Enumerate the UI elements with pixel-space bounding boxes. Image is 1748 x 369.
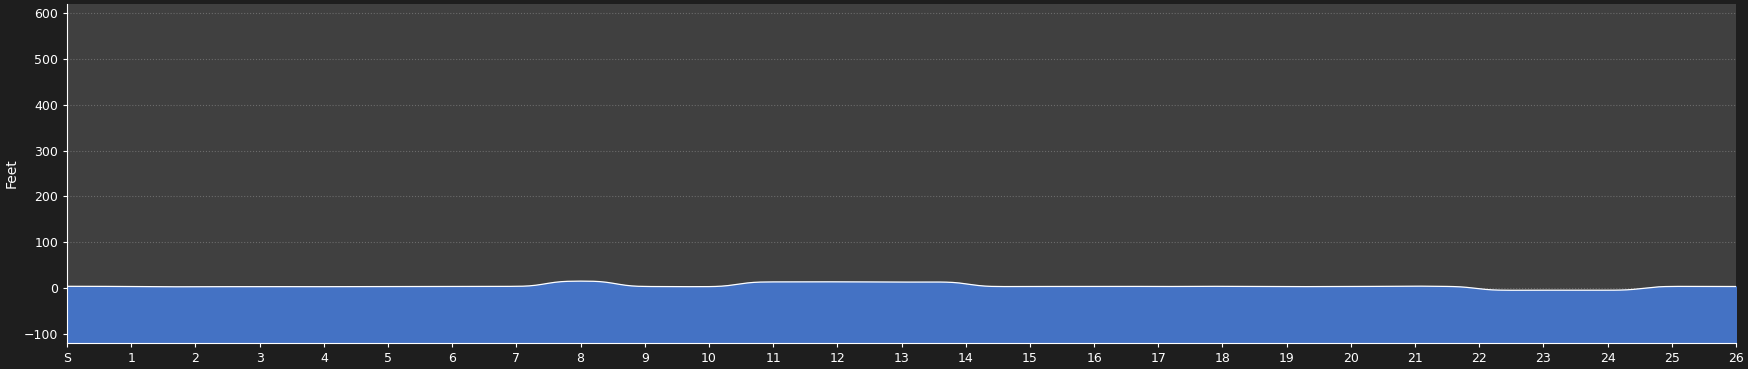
Y-axis label: Feet: Feet <box>3 159 17 188</box>
